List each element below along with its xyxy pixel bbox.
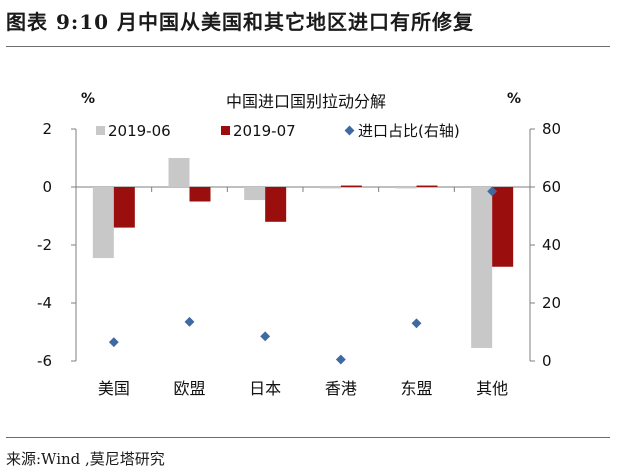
source-note: 来源:Wind ,莫尼塔研究 bbox=[6, 450, 165, 468]
bar-2019-07 bbox=[340, 185, 362, 187]
share-point bbox=[184, 316, 195, 327]
x-tick-label: 东盟 bbox=[400, 379, 432, 398]
y-left-tick-label: -2 bbox=[37, 236, 52, 254]
y-left-tick-label: 0 bbox=[42, 178, 52, 196]
bar-2019-07 bbox=[265, 187, 287, 222]
y-left-tick-label: 2 bbox=[42, 120, 52, 138]
bar-2019-07 bbox=[113, 187, 135, 228]
bar-2019-07 bbox=[416, 185, 438, 187]
y-right-tick-label: 80 bbox=[542, 120, 561, 138]
figure-title: 图表 9:10 月中国从美国和其它地区进口有所修复 bbox=[6, 10, 475, 34]
legend-label-2019-06: 2019-06 bbox=[108, 122, 171, 140]
share-point bbox=[411, 318, 422, 329]
legend-swatch-2019-07 bbox=[221, 126, 230, 135]
legend-swatch-2019-06 bbox=[96, 126, 105, 135]
bar-2019-06 bbox=[471, 187, 493, 348]
bar-2019-06 bbox=[168, 158, 190, 187]
x-tick-label: 美国 bbox=[98, 379, 130, 398]
y-left-tick-label: -6 bbox=[37, 352, 52, 370]
y-right-tick-label: 60 bbox=[542, 178, 561, 196]
bar-2019-07 bbox=[189, 187, 211, 202]
y-right-tick-label: 20 bbox=[542, 294, 561, 312]
y-left-unit: % bbox=[81, 91, 95, 107]
bar-2019-06 bbox=[395, 187, 417, 189]
bar-2019-06 bbox=[319, 187, 341, 189]
share-point bbox=[260, 331, 271, 342]
bar-2019-06 bbox=[92, 187, 114, 259]
share-point bbox=[335, 354, 346, 365]
y-right-unit: % bbox=[507, 91, 521, 107]
x-tick-label: 其他 bbox=[476, 379, 508, 398]
share-point bbox=[487, 186, 498, 197]
bottom-rule bbox=[6, 437, 610, 438]
legend-label-share: 进口占比(右轴) bbox=[358, 122, 460, 140]
chart-title: 中国进口国别拉动分解 bbox=[226, 92, 386, 111]
share-point bbox=[108, 337, 119, 348]
top-rule bbox=[6, 46, 610, 47]
x-tick-label: 香港 bbox=[325, 379, 357, 398]
legend-swatch-share bbox=[344, 125, 355, 136]
y-right-tick-label: 0 bbox=[542, 352, 552, 370]
bar-2019-06 bbox=[244, 187, 266, 201]
bar-2019-07 bbox=[492, 187, 514, 267]
legend-label-2019-07: 2019-07 bbox=[233, 122, 296, 140]
x-tick-label: 欧盟 bbox=[173, 379, 205, 398]
y-right-tick-label: 40 bbox=[542, 236, 561, 254]
y-left-tick-label: -4 bbox=[37, 294, 52, 312]
x-tick-label: 日本 bbox=[249, 379, 281, 398]
